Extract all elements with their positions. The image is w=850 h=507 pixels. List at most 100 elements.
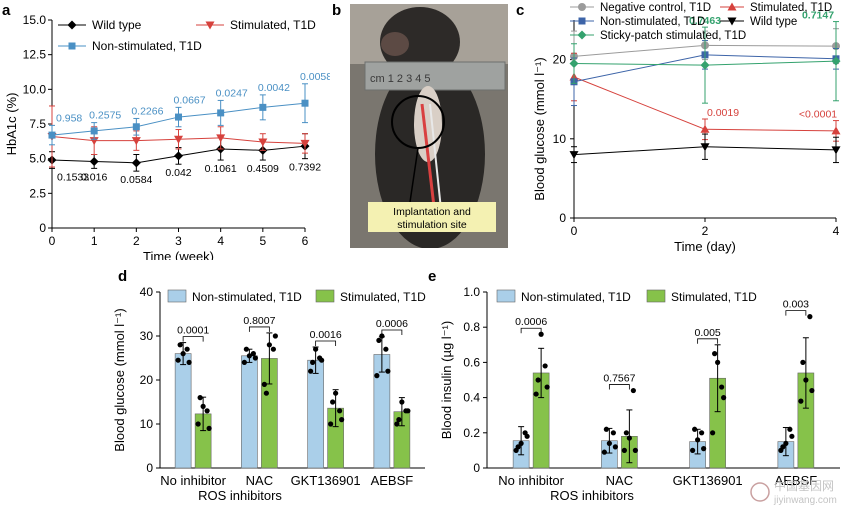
panel-letter-d: d [118, 268, 128, 285]
p-value-label: 0.1061 [205, 163, 237, 175]
p-value-label: 0.0006 [515, 316, 547, 328]
data-point [538, 331, 544, 337]
data-point [374, 373, 380, 379]
p-value-label: 0.0667 [174, 94, 206, 106]
legend-marker [205, 21, 215, 30]
data-point [270, 346, 276, 352]
y-axis-label: Blood glucose (mmol l⁻¹) [112, 308, 127, 451]
data-point [252, 355, 258, 361]
significance-bracket [520, 327, 542, 334]
p-value-label: 0.0001 [177, 325, 209, 337]
legend-marker [727, 2, 737, 11]
data-point [780, 444, 786, 450]
data-point [399, 399, 405, 405]
legend-swatch-stim [315, 289, 335, 303]
data-point [394, 421, 400, 427]
data-point [217, 109, 225, 117]
p-value-label: 0.0247 [216, 87, 248, 99]
data-point [258, 138, 268, 147]
data-point [263, 390, 269, 396]
data-point [831, 146, 841, 155]
data-point [831, 56, 841, 66]
data-point [719, 384, 725, 390]
p-value-label: 0.2575 [89, 110, 121, 122]
y-tick-label: 0 [559, 211, 566, 225]
y-tick-label: 20 [140, 373, 154, 387]
y-tick-label: 15.0 [23, 13, 47, 27]
data-point [184, 346, 190, 352]
p-value-label: 0.0058 [300, 71, 330, 83]
wire-white [429, 103, 443, 220]
data-point [204, 408, 210, 414]
photo-label-box [368, 202, 496, 232]
significance-bracket [182, 336, 204, 342]
data-point [800, 359, 806, 365]
data-point [524, 433, 530, 439]
legend-label: Non-stimulated, T1D [521, 290, 631, 304]
data-point [710, 430, 716, 436]
p-value-label: <0.0001 [799, 109, 837, 121]
p-value-label: 0.958 [56, 112, 82, 124]
y-tick-label: 1.0 [463, 285, 480, 299]
data-point [243, 346, 249, 352]
significance-bracket [608, 384, 630, 390]
significance-bracket [315, 340, 337, 346]
data-point [695, 437, 701, 443]
legend-label: Non-stimulated, T1D [192, 290, 302, 304]
legend-marker [578, 3, 586, 11]
data-point [699, 430, 705, 436]
legend-swatch-nonstim [167, 289, 187, 303]
photo-label-line-2: stimulation site [397, 219, 467, 231]
ruler-markings: cm 1 2 3 4 5 [370, 73, 431, 85]
y-axis-label: Blood insulin (µg l⁻¹) [439, 321, 454, 439]
panel-letter-b: b [332, 2, 342, 19]
legend-marker [67, 20, 77, 30]
legend-label: Wild type [92, 18, 142, 32]
y-tick-label: 10 [553, 132, 567, 146]
x-tick-label: 4 [833, 224, 840, 238]
mouse-illustration: cm 1 2 3 4 5 Implantation and stimulatio… [350, 4, 508, 248]
legend-swatch-stim [646, 289, 666, 303]
legend-label: Non-stimulated, T1D [600, 16, 705, 28]
y-tick-label: 0 [146, 461, 153, 475]
data-point [721, 395, 727, 401]
legend-label: Non-stimulated, T1D [92, 39, 202, 53]
x-axis-label: ROS inhibitors [550, 488, 634, 503]
x-tick-label: 4 [217, 234, 224, 248]
p-value-label: 0.7463 [689, 15, 721, 27]
data-point [339, 417, 345, 423]
panel-letter-e: e [428, 268, 437, 285]
mouse-photo: cm 1 2 3 4 5 Implantation and stimulatio… [350, 4, 508, 248]
p-value-label: 0.005 [694, 327, 720, 339]
data-point [300, 139, 310, 148]
data-point [266, 342, 272, 348]
data-point [206, 425, 212, 431]
legend-marker [578, 17, 586, 25]
data-point [632, 447, 638, 453]
data-point [715, 359, 721, 365]
data-point [606, 440, 612, 446]
data-point [700, 124, 710, 133]
p-value-label: 0.042 [165, 167, 191, 179]
data-point [89, 156, 99, 166]
data-point [692, 426, 698, 432]
category-label: No inhibitor [160, 473, 226, 488]
data-point [712, 351, 718, 357]
data-point [175, 113, 182, 121]
y-tick-label: 0 [39, 221, 46, 235]
x-axis-label: Time (week) [143, 249, 214, 260]
x-axis-label: Time (day) [674, 239, 736, 254]
data-point [313, 346, 319, 352]
data-point [807, 314, 813, 320]
legend-label: Stimulated, T1D [671, 290, 757, 304]
y-tick-label: 0 [473, 461, 480, 475]
data-point [200, 403, 206, 409]
data-point [272, 333, 278, 339]
x-tick-label: 2 [702, 224, 709, 238]
svg-text:jiyinwang.com: jiyinwang.com [773, 495, 837, 506]
data-point [630, 387, 636, 394]
p-value-label: 0.1533 [57, 171, 89, 183]
y-tick-label: 10 [140, 417, 154, 431]
chart-d-glucose-ros: 0 10 20 30 40 Blood glucose (mmol l⁻¹) 0.0001 N… [112, 285, 426, 503]
legend-label: Stimulated, T1D [750, 2, 832, 14]
